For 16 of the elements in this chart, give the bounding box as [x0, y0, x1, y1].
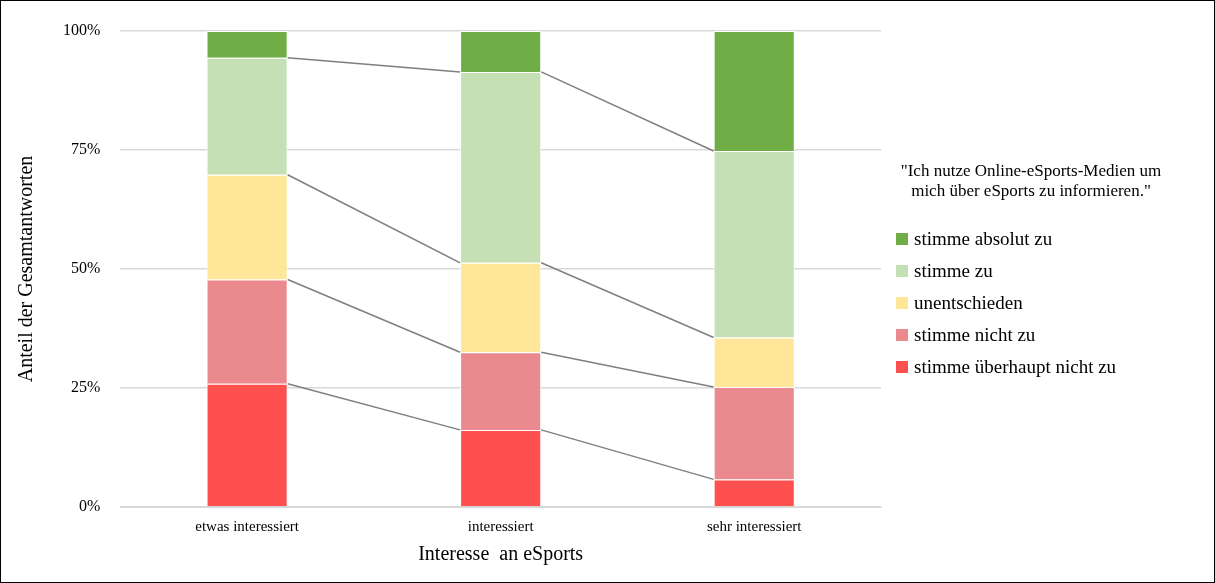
legend-label: stimme nicht zu [914, 324, 1036, 346]
y-axis-title: Anteil der Gesamtantworten [14, 155, 37, 383]
y-tick-label: 100% [63, 21, 101, 39]
y-tick-label: 0% [79, 497, 101, 515]
x-tick-label: sehr interessiert [706, 517, 803, 534]
legend-label: unentschieden [914, 292, 1023, 314]
y-tick-label: 25% [71, 378, 101, 396]
legend-label: stimme überhaupt nicht zu [914, 356, 1117, 378]
x-tick-label: interessiert [467, 517, 535, 534]
y-tick-label: 75% [71, 140, 101, 158]
legend-label: stimme absolut zu [914, 228, 1053, 250]
y-tick-label: 50% [71, 259, 101, 277]
x-tick-label: etwas interessiert [195, 517, 300, 534]
x-axis-title: Interesse an eSports [418, 542, 584, 566]
legend-title: "Ich nutze Online-eSports-Medien um mich über eSports zu informieren." [899, 161, 1163, 201]
legend-label: stimme zu [914, 260, 993, 282]
